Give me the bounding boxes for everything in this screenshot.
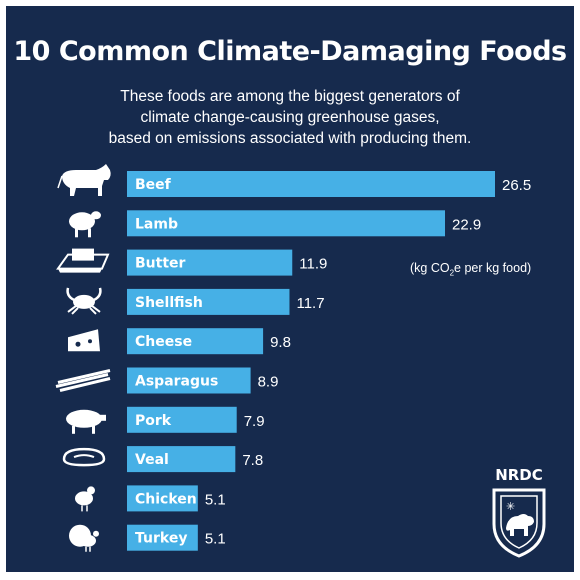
svg-text:✳: ✳ — [506, 500, 515, 513]
bar — [127, 210, 446, 237]
category-label: Beef — [135, 177, 172, 193]
category-label: Veal — [135, 452, 169, 468]
page-title: 10 Common Climate-Damaging Foods — [13, 36, 567, 67]
bar — [127, 406, 237, 433]
butter-icon — [56, 248, 110, 273]
value-label: 5.1 — [205, 531, 226, 548]
value-label: 26.5 — [502, 177, 531, 194]
unit-prefix: (kg CO — [410, 261, 450, 275]
chicken-icon — [75, 486, 95, 512]
sheep-icon — [69, 211, 101, 238]
category-label: Turkey — [135, 531, 187, 547]
bar — [127, 171, 495, 197]
category-label: Lamb — [135, 216, 178, 232]
bar — [127, 485, 198, 512]
subtitle: These foods are among the biggest genera… — [76, 86, 504, 149]
unit-suffix: e per kg food) — [454, 261, 532, 275]
value-label: 5.1 — [205, 491, 226, 508]
unit-note: (kg CO2e per kg food) — [410, 261, 531, 278]
crab-icon — [66, 287, 102, 315]
cheese-icon — [68, 329, 100, 352]
pig-icon — [66, 409, 106, 434]
turkey-icon — [69, 524, 99, 552]
value-label: 7.9 — [244, 413, 265, 430]
value-label: 22.9 — [452, 216, 481, 233]
subtitle-line: based on emissions associated with produ… — [108, 130, 472, 147]
bar — [127, 288, 290, 315]
value-label: 9.8 — [270, 334, 291, 351]
bar — [127, 446, 236, 473]
steak-icon — [62, 447, 106, 467]
subtitle-line: climate change-causing greenhouse gases, — [140, 109, 440, 126]
category-label: Pork — [135, 413, 172, 429]
subtitle-line: These foods are among the biggest genera… — [120, 88, 460, 105]
category-label: Cheese — [135, 334, 192, 350]
bear-shield-icon: ✳ — [492, 488, 546, 558]
category-label: Chicken — [135, 491, 197, 507]
category-label: Butter — [135, 256, 186, 272]
category-label: Asparagus — [135, 374, 218, 390]
value-label: 7.8 — [242, 452, 263, 469]
bar — [127, 524, 198, 551]
nrdc-logo: NRDC ✳ — [484, 466, 554, 558]
asparagus-icon — [55, 369, 111, 392]
cow-icon — [57, 164, 111, 196]
logo-text: NRDC — [495, 466, 543, 484]
bar — [127, 328, 264, 355]
value-label: 8.9 — [258, 374, 279, 391]
bar-chart: Beef 26.5 Lamb 22.9 Butter 11.9 Shellfish 11.7 C… — [55, 164, 531, 552]
category-label: Shellfish — [135, 295, 203, 311]
unit-subscript: 2 — [449, 268, 455, 278]
bar — [127, 249, 293, 276]
infographic-card: 10 Common Climate-Damaging Foods These f… — [6, 6, 574, 572]
bar — [127, 367, 251, 394]
value-label: 11.7 — [296, 295, 324, 312]
value-label: 11.9 — [299, 256, 327, 273]
